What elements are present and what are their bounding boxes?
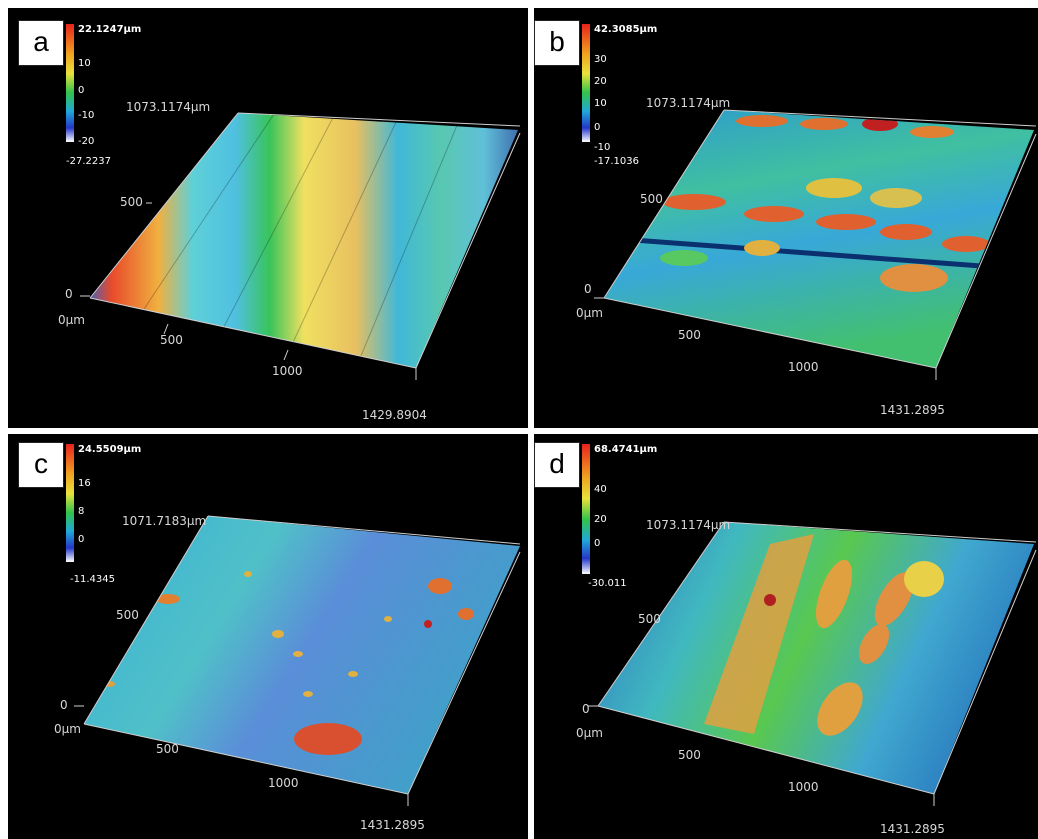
y-extent-d: 1073.1174µm: [646, 518, 731, 532]
scale-max-c: 24.5509µm: [78, 444, 142, 455]
x-origin-b: 0µm: [576, 306, 603, 320]
scale-tick-a-2: 0: [78, 85, 85, 96]
surface-plot-b: [582, 24, 1037, 380]
y-tick-500-c: 500: [116, 608, 139, 622]
surface-plot-c: [66, 444, 521, 806]
x-origin-a: 0µm: [58, 313, 85, 327]
colorbar-d: [582, 444, 590, 574]
scale-max-a: 22.1247µm: [78, 24, 142, 35]
x-tick-1000-d: 1000: [788, 780, 819, 794]
y-tick-500-d: 500: [638, 612, 661, 626]
colorbar-a: [66, 24, 74, 142]
scale-min-b: -17.1036: [594, 156, 639, 167]
scale-tick-a-1: 10: [78, 58, 91, 69]
panel-a: a 22.1247µm 10 0 -10 -20 -27.2237 1073.1…: [8, 8, 528, 428]
scale-tick-d-3: 0: [594, 538, 601, 549]
panel-letter-d: d: [534, 442, 580, 488]
x-tick-500-b: 500: [678, 328, 701, 342]
panel-letter-c: c: [18, 442, 64, 488]
x-tick-500-d: 500: [678, 748, 701, 762]
x-tick-1000-c: 1000: [268, 776, 299, 790]
scale-min-a: -27.2237: [66, 156, 111, 167]
surface-b: [604, 110, 1034, 368]
y-tick-0-d: 0: [582, 702, 590, 716]
x-extent-a: 1429.8904: [362, 408, 427, 422]
scale-min-d: -30.011: [588, 578, 627, 589]
y-extent-c: 1071.7183µm: [122, 514, 207, 528]
x-extent-c: 1431.2895: [360, 818, 425, 832]
y-tick-0-a: 0: [65, 287, 73, 301]
x-tick-1000-b: 1000: [788, 360, 819, 374]
x-tick-1000-a: 1000: [272, 364, 303, 378]
panel-d: d 68.4741µm 40 20 0 -30.011 1073.1174µm …: [534, 434, 1038, 839]
scale-max-b: 42.3085µm: [594, 24, 658, 35]
scale-tick-b-1: 30: [594, 54, 607, 65]
scale-tick-b-5: -10: [594, 142, 611, 153]
scale-tick-c-1: 16: [78, 478, 91, 489]
scale-tick-a-4: -20: [78, 136, 95, 147]
scale-tick-c-3: 0: [78, 534, 85, 545]
y-tick-500-b: 500: [640, 192, 663, 206]
y-extent-a: 1073.1174µm: [126, 100, 211, 114]
scale-tick-a-3: -10: [78, 110, 95, 121]
surface-plot-a: [66, 24, 521, 380]
x-origin-d: 0µm: [576, 726, 603, 740]
scale-tick-b-4: 0: [594, 122, 601, 133]
colorbar-c: [66, 444, 74, 562]
scale-max-d: 68.4741µm: [594, 444, 658, 455]
y-tick-500-a: 500: [120, 195, 143, 209]
surface-plot-d: [582, 444, 1037, 806]
x-extent-b: 1431.2895: [880, 403, 945, 417]
surface-d: [598, 522, 1034, 794]
surface-a: [90, 113, 518, 368]
panel-letter-b: b: [534, 20, 580, 66]
x-extent-d: 1431.2895: [880, 822, 945, 836]
scale-tick-b-2: 20: [594, 76, 607, 87]
x-origin-c: 0µm: [54, 722, 81, 736]
y-extent-b: 1073.1174µm: [646, 96, 731, 110]
x-tick-500-c: 500: [156, 742, 179, 756]
scale-min-c: -11.4345: [70, 574, 115, 585]
y-tick-0-c: 0: [60, 698, 68, 712]
scale-tick-d-2: 20: [594, 514, 607, 525]
panel-b: b 42.3085µm 30 20 10 0 -10 -17.1036 1073…: [534, 8, 1038, 428]
scale-tick-c-2: 8: [78, 506, 85, 517]
x-tick-500-a: 500: [160, 333, 183, 347]
scale-tick-b-3: 10: [594, 98, 607, 109]
colorbar-b: [582, 24, 590, 142]
panel-c: c 24.5509µm 16 8 0 -11.4345 1071.7183µm …: [8, 434, 528, 839]
y-tick-0-b: 0: [584, 282, 592, 296]
panel-letter-a: a: [18, 20, 64, 66]
scale-tick-d-1: 40: [594, 484, 607, 495]
